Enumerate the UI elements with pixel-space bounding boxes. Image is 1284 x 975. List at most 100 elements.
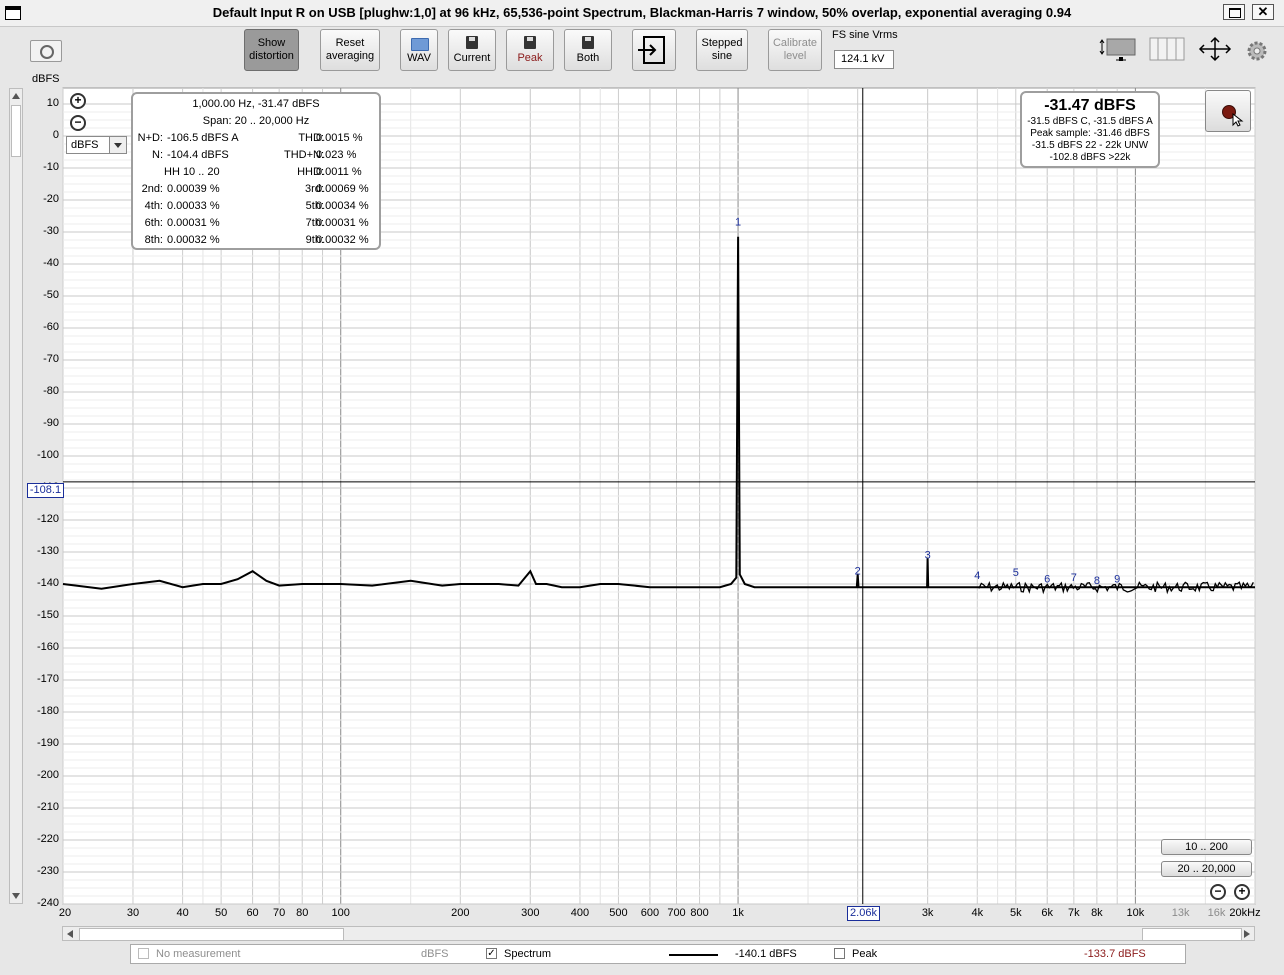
unit-select[interactable]: dBFS — [66, 136, 127, 154]
fs-sine-value-field[interactable]: 124.1 kV — [834, 50, 894, 69]
spectrum-checkbox[interactable]: ✓ — [486, 948, 497, 959]
reset-averaging-button[interactable]: Reset averaging — [320, 29, 380, 71]
window-title: Default Input R on USB [plughw:1,0] at 9… — [212, 5, 1072, 20]
x-tick-label: 200 — [451, 907, 470, 919]
folder-icon — [411, 38, 429, 51]
graph-size-icon[interactable] — [1099, 36, 1139, 64]
y-tick-label: -160 — [36, 641, 59, 653]
x-zoom-out-icon[interactable]: − — [1210, 884, 1226, 900]
vertical-scroll-thumb[interactable] — [11, 105, 21, 157]
distortion-left-label: 8th: — [144, 234, 163, 246]
both-label: Both — [576, 52, 600, 64]
save-current-button[interactable]: Current — [448, 29, 496, 71]
y-tick-label: -220 — [36, 833, 59, 845]
close-button[interactable]: ✕ — [1252, 4, 1274, 20]
scroll-up-icon[interactable] — [12, 93, 20, 99]
distortion-left-value: 0.00033 % — [167, 200, 220, 212]
distortion-row: N+D: -106.5 dBFS A THD: 0.0015 % — [133, 132, 379, 146]
x-tick-label: 7k — [1068, 907, 1080, 919]
input-arrow-icon — [638, 36, 665, 64]
range-20-20000-button[interactable]: 20 .. 20,000 — [1161, 861, 1252, 877]
horizontal-scroll-thumb[interactable] — [79, 928, 344, 941]
unit-select-value: dBFS — [71, 139, 99, 151]
spectrum-line-swatch — [669, 954, 718, 956]
x-tick-label: 16k — [1207, 907, 1226, 919]
save-both-button[interactable]: Both — [564, 29, 612, 71]
stepped-sine-button[interactable]: Stepped sine — [696, 29, 748, 71]
y-tick-label: -90 — [43, 417, 59, 429]
move-arrows-icon[interactable] — [1197, 36, 1233, 64]
y-cursor-readout: -108.1 — [27, 483, 64, 498]
save-peak-button[interactable]: Peak — [506, 29, 554, 71]
x-tick-label: 60 — [246, 907, 259, 919]
distortion-left-label: N+D: — [137, 132, 163, 144]
distortion-right-label: 3rd: — [305, 183, 324, 195]
reset-averaging-label-1: Reset — [335, 37, 365, 49]
distortion-header: 1,000.00 Hz, -31.47 dBFS — [192, 98, 320, 110]
no-measurement-checkbox[interactable] — [138, 948, 149, 959]
y-tick-label: -150 — [36, 609, 59, 621]
gear-icon[interactable] — [1244, 38, 1270, 64]
x-tick-label: 1k — [732, 907, 744, 919]
record-button[interactable] — [1205, 90, 1251, 132]
peak-label: Peak — [517, 52, 543, 64]
x-tick-label: 50 — [214, 907, 228, 919]
wav-label: WAV — [407, 52, 431, 64]
scroll-right-icon[interactable] — [1244, 930, 1250, 938]
horizontal-scrollbar[interactable] — [62, 926, 1255, 941]
spectrum-noise-trace — [977, 580, 1254, 595]
distortion-right-value: 0.0011 % — [316, 166, 362, 178]
floppy-icon — [524, 36, 536, 49]
load-wav-button[interactable]: WAV — [400, 29, 438, 71]
y-tick-label: -50 — [43, 289, 59, 301]
y-tick-label: -190 — [36, 737, 59, 749]
maximize-button[interactable] — [1223, 4, 1245, 20]
current-label: Current — [453, 52, 491, 64]
distortion-right-value: 0.023 % — [316, 149, 357, 161]
distortion-left-value: HH 10 .. 20 — [164, 166, 220, 178]
y-tick-label: -30 — [43, 225, 59, 237]
level-line-1: -31.5 dBFS C, -31.5 dBFS A — [1027, 116, 1153, 127]
distortion-left-label: 6th: — [144, 217, 163, 229]
y-tick-label: -80 — [43, 385, 59, 397]
show-distortion-label-1: Show — [257, 37, 286, 49]
x-tick-label: 30 — [126, 907, 140, 919]
y-tick-label: -20 — [43, 193, 59, 205]
distortion-left-value: 0.00031 % — [167, 217, 220, 229]
harmonic-marker-label: 4 — [974, 570, 980, 582]
app-menu-icon[interactable] — [5, 6, 21, 20]
harmonic-marker-label: 1 — [735, 217, 741, 229]
level-line-4: -102.8 dBFS >22k — [1049, 152, 1131, 163]
scroll-down-icon[interactable] — [12, 893, 20, 899]
x-tick-label: 13k — [1171, 907, 1190, 919]
reset-averaging-label-2: averaging — [325, 50, 375, 62]
distortion-right-value: 0.00032 % — [316, 234, 369, 246]
y-tick-label: -210 — [36, 801, 59, 813]
vertical-scrollbar[interactable] — [9, 88, 23, 904]
x-zoom-in-icon[interactable]: + — [1234, 884, 1250, 900]
show-distortion-button[interactable]: Show distortion — [244, 29, 299, 71]
scroll-left-icon[interactable] — [67, 930, 73, 938]
x-tick-label: 40 — [176, 907, 189, 919]
panels-layout-icon[interactable] — [1149, 36, 1185, 64]
x-tick-label: 700 — [667, 907, 686, 919]
x-tick-label: 70 — [273, 907, 286, 919]
camera-icon[interactable] — [30, 40, 62, 62]
input-select-button[interactable] — [632, 29, 676, 71]
y-tick-label: -170 — [36, 673, 59, 685]
peak-label: Peak — [852, 948, 878, 960]
chevron-down-icon[interactable] — [109, 137, 126, 153]
zoom-in-icon[interactable]: + — [70, 93, 86, 109]
peak-checkbox[interactable] — [834, 948, 845, 959]
y-tick-label: -40 — [43, 257, 59, 269]
distortion-row: 4th: 0.00033 % 5th: 0.00034 % — [133, 200, 379, 214]
distortion-row: HH 10 .. 20 HHD: 0.0011 % — [133, 166, 379, 180]
calibrate-level-button[interactable]: Calibrate level — [768, 29, 822, 71]
range-10-200-button[interactable]: 10 .. 200 — [1161, 839, 1252, 855]
x-tick-label: 500 — [609, 907, 628, 919]
x-tick-label: 600 — [640, 907, 660, 919]
zoom-out-icon[interactable]: − — [70, 115, 86, 131]
legend-unit-label: dBFS — [421, 948, 449, 960]
peak-value: -133.7 dBFS — [1084, 948, 1146, 960]
stepped-sine-label-1: Stepped — [701, 37, 743, 49]
